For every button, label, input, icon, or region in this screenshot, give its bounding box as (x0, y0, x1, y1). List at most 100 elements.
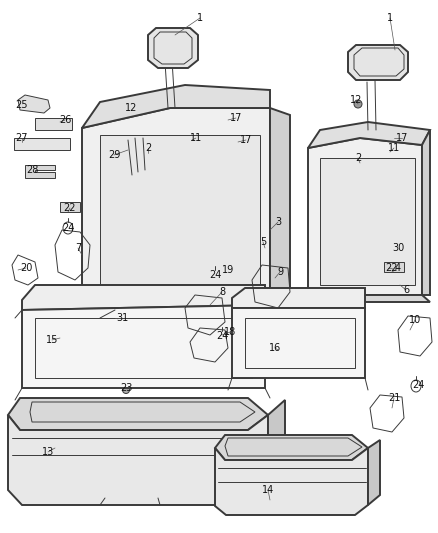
Circle shape (35, 375, 41, 381)
Circle shape (129, 106, 137, 114)
Text: 11: 11 (388, 143, 400, 153)
Text: 24: 24 (62, 223, 74, 233)
Text: 16: 16 (269, 343, 281, 353)
Text: 3: 3 (275, 217, 281, 227)
Circle shape (349, 365, 355, 371)
Circle shape (137, 344, 144, 351)
Text: 30: 30 (392, 243, 404, 253)
Text: 20: 20 (20, 263, 32, 273)
Circle shape (245, 365, 251, 371)
Polygon shape (348, 45, 408, 80)
Polygon shape (25, 165, 55, 178)
Polygon shape (22, 285, 265, 310)
Polygon shape (82, 108, 270, 310)
Ellipse shape (190, 213, 210, 227)
Text: 15: 15 (46, 335, 58, 345)
Polygon shape (320, 158, 415, 285)
Ellipse shape (126, 140, 134, 150)
Text: 28: 28 (26, 165, 38, 175)
Polygon shape (148, 28, 198, 68)
Text: 1: 1 (387, 13, 393, 23)
Text: 25: 25 (16, 100, 28, 110)
Text: 1: 1 (197, 13, 203, 23)
Ellipse shape (133, 138, 141, 148)
Polygon shape (22, 305, 265, 388)
FancyBboxPatch shape (376, 130, 406, 156)
Ellipse shape (212, 99, 228, 107)
Text: 7: 7 (75, 243, 81, 253)
Polygon shape (8, 398, 268, 430)
Ellipse shape (333, 141, 347, 149)
Ellipse shape (143, 187, 167, 203)
Polygon shape (215, 448, 368, 515)
Polygon shape (308, 122, 430, 148)
Ellipse shape (24, 101, 36, 109)
FancyBboxPatch shape (211, 110, 243, 136)
Text: 17: 17 (396, 133, 408, 143)
Polygon shape (100, 135, 260, 300)
Polygon shape (368, 440, 380, 505)
Text: 21: 21 (388, 393, 400, 403)
Ellipse shape (132, 104, 148, 112)
Polygon shape (270, 108, 290, 320)
Polygon shape (232, 288, 365, 308)
Polygon shape (232, 308, 365, 378)
Text: 19: 19 (222, 265, 234, 275)
Circle shape (141, 146, 155, 160)
Text: 23: 23 (120, 383, 132, 393)
Text: 24: 24 (216, 331, 228, 341)
Polygon shape (60, 202, 80, 212)
Text: 11: 11 (190, 133, 202, 143)
Text: 6: 6 (403, 285, 409, 295)
Text: 29: 29 (108, 150, 120, 160)
Text: 24: 24 (412, 380, 424, 390)
Circle shape (35, 312, 41, 318)
Ellipse shape (377, 230, 393, 240)
Ellipse shape (340, 214, 360, 226)
Text: 12: 12 (350, 95, 362, 105)
Polygon shape (422, 130, 430, 295)
Polygon shape (308, 138, 422, 295)
Text: 27: 27 (16, 133, 28, 143)
Ellipse shape (187, 133, 197, 147)
Text: 13: 13 (42, 447, 54, 457)
Ellipse shape (392, 245, 400, 255)
Ellipse shape (49, 120, 59, 128)
Polygon shape (215, 435, 368, 460)
Circle shape (354, 100, 362, 108)
Ellipse shape (385, 145, 395, 159)
Polygon shape (308, 295, 430, 302)
Text: 8: 8 (219, 287, 225, 297)
Circle shape (292, 342, 298, 348)
Text: 5: 5 (260, 237, 266, 247)
Circle shape (245, 315, 251, 321)
Polygon shape (82, 85, 270, 128)
Circle shape (349, 315, 355, 321)
Text: 12: 12 (125, 103, 137, 113)
Polygon shape (18, 95, 50, 113)
Polygon shape (268, 400, 285, 488)
Polygon shape (35, 118, 72, 130)
Text: 26: 26 (59, 115, 71, 125)
Text: 2: 2 (355, 153, 361, 163)
Circle shape (354, 157, 366, 169)
Text: 31: 31 (116, 313, 128, 323)
Ellipse shape (140, 137, 148, 147)
Polygon shape (8, 415, 268, 505)
Polygon shape (14, 138, 70, 150)
Text: 17: 17 (240, 135, 252, 145)
Text: 9: 9 (277, 267, 283, 277)
Circle shape (123, 386, 130, 393)
Circle shape (247, 375, 253, 381)
Text: 4: 4 (395, 263, 401, 273)
Text: 22: 22 (386, 263, 398, 273)
Circle shape (247, 312, 253, 318)
Ellipse shape (172, 101, 188, 109)
Polygon shape (82, 310, 290, 320)
Text: 22: 22 (64, 203, 76, 213)
Text: 24: 24 (209, 270, 221, 280)
Text: 17: 17 (230, 113, 242, 123)
Ellipse shape (368, 139, 382, 146)
Text: 10: 10 (409, 315, 421, 325)
Text: 18: 18 (224, 327, 236, 337)
